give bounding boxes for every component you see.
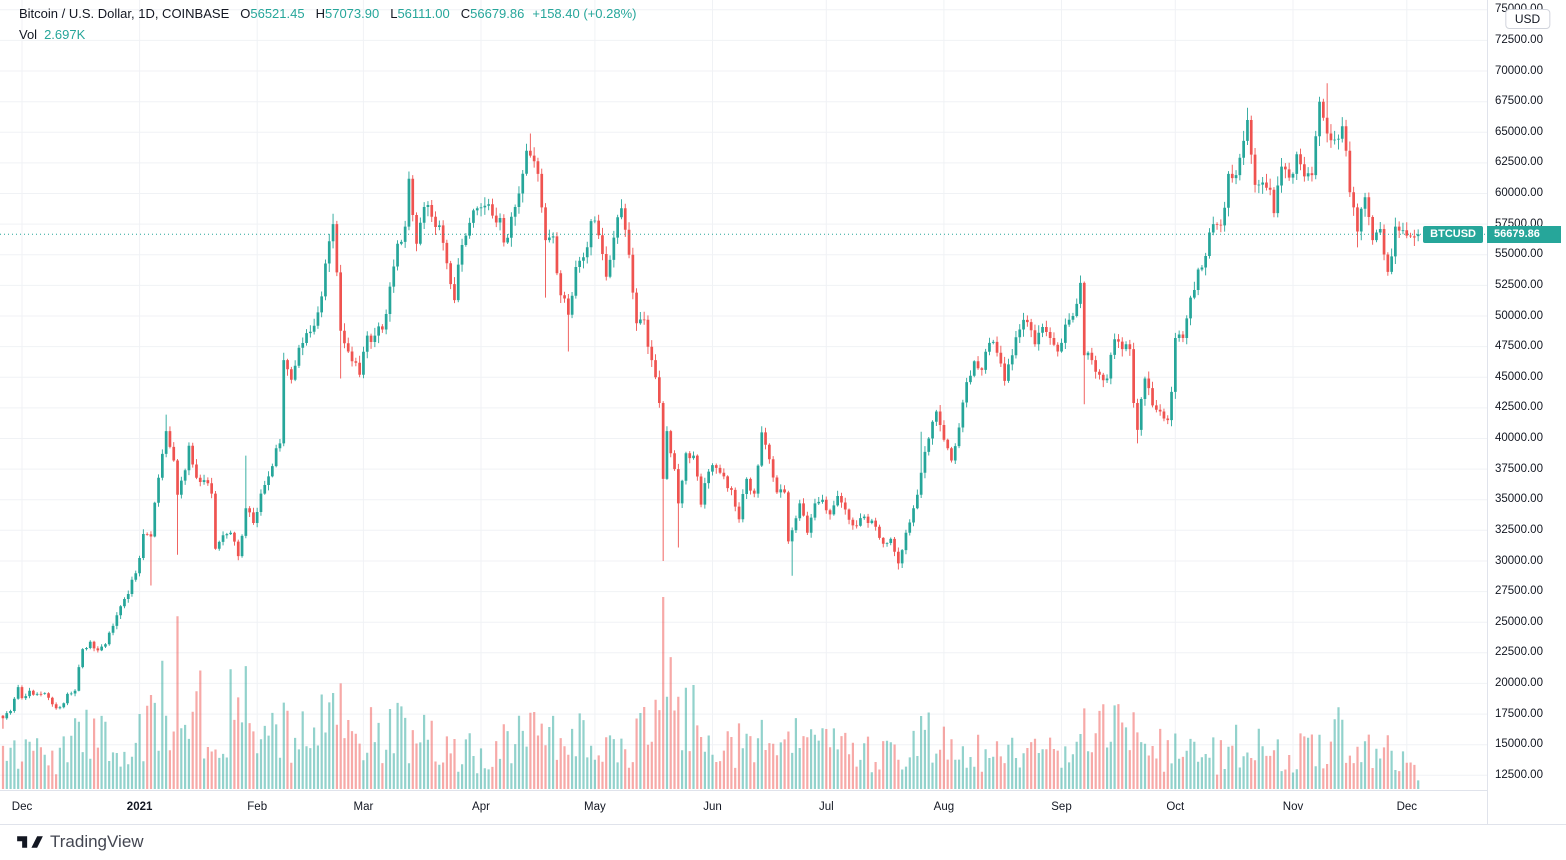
down-candle-bodies xyxy=(1,101,1416,719)
price-tick-label: 42500.00 xyxy=(1495,401,1543,414)
price-tick-label: 12500.00 xyxy=(1495,768,1543,781)
volume-series xyxy=(1,597,1420,789)
legend-ohlc-row: Bitcoin / U.S. Dollar, 1D, COINBASE O5652… xyxy=(19,6,636,22)
candlestick-chart xyxy=(0,0,1487,790)
time-tick-label: Sep xyxy=(1051,801,1072,813)
price-tick-label: 30000.00 xyxy=(1495,554,1543,567)
price-tick-label: 22500.00 xyxy=(1495,646,1543,659)
time-tick-label: May xyxy=(584,801,606,813)
time-tick-label: Aug xyxy=(933,801,955,813)
price-tick-label: 37500.00 xyxy=(1495,462,1543,475)
tradingview-logo-text: TradingView xyxy=(50,832,144,851)
change-value: +158.40 (+0.28%) xyxy=(532,6,637,21)
price-tick-label: 72500.00 xyxy=(1495,33,1543,46)
time-tick-label: Nov xyxy=(1282,801,1304,813)
time-tick-label: 2021 xyxy=(126,801,153,813)
chart-legend[interactable]: Bitcoin / U.S. Dollar, 1D, COINBASE O5652… xyxy=(19,6,636,43)
price-tick-label: 40000.00 xyxy=(1495,432,1543,444)
volume-up-bars xyxy=(5,660,1420,789)
last-price-symbol-badge: BTCUSD xyxy=(1423,225,1483,243)
down-candle-wicks xyxy=(2,83,1415,729)
open-value: 56521.45 xyxy=(250,6,305,21)
price-tick-label: 17500.00 xyxy=(1495,707,1543,720)
price-tick-label: 32500.00 xyxy=(1495,523,1543,536)
price-tick-label: 62500.00 xyxy=(1495,156,1543,169)
symbol-title: Bitcoin / U.S. Dollar, 1D, COINBASE xyxy=(19,6,230,21)
footer: TradingView xyxy=(0,824,1566,860)
time-tick-label: Jul xyxy=(818,801,834,813)
time-tick-label: Apr xyxy=(472,801,490,813)
close-value: 56679.86 xyxy=(470,6,525,21)
price-tick-label: 47500.00 xyxy=(1495,340,1543,353)
time-tick-label: Oct xyxy=(1166,801,1185,813)
price-tick-label: 15000.00 xyxy=(1495,738,1543,751)
high-label: H xyxy=(315,6,325,21)
close-label: C xyxy=(460,6,471,21)
time-tick-label: Feb xyxy=(247,801,268,813)
grid-layer xyxy=(0,0,1487,790)
price-tick-label: 67500.00 xyxy=(1495,95,1543,108)
time-tick-label: Mar xyxy=(353,801,374,813)
price-tick-label: 70000.00 xyxy=(1495,64,1543,77)
open-label: O xyxy=(240,6,251,21)
last-price-label: 56679.86 xyxy=(1487,225,1561,243)
tradingview-logo[interactable]: TradingView xyxy=(17,832,144,852)
price-tick-label: 35000.00 xyxy=(1495,493,1543,506)
price-tick-label: 65000.00 xyxy=(1495,125,1543,138)
price-tick-label: 55000.00 xyxy=(1495,248,1543,261)
low-value: 56111.00 xyxy=(397,6,450,21)
price-tick-label: 20000.00 xyxy=(1495,676,1543,689)
volume-label: Vol xyxy=(19,27,38,42)
price-tick-label: 52500.00 xyxy=(1495,278,1543,291)
price-tick-label: 45000.00 xyxy=(1495,370,1543,383)
chart-pane[interactable]: BTCUSD xyxy=(0,0,1487,790)
legend-volume-row: Vol 2.697K xyxy=(19,27,636,43)
price-tick-label: 50000.00 xyxy=(1495,309,1543,322)
price-tick-label: 27500.00 xyxy=(1495,585,1543,598)
price-tick-label: 60000.00 xyxy=(1495,187,1543,199)
candlestick-series xyxy=(1,83,1420,729)
time-tick-label: Dec xyxy=(1396,801,1418,813)
tradingview-logo-icon xyxy=(17,836,43,848)
high-value: 57073.90 xyxy=(324,6,380,21)
price-axis[interactable]: USD 56679.86 75000.0072500.0070000.00675… xyxy=(1487,0,1566,824)
time-tick-label: Jun xyxy=(703,801,722,813)
low-label: L xyxy=(390,6,398,21)
volume-value: 2.697K xyxy=(44,27,86,42)
currency-toggle-button[interactable]: USD xyxy=(1504,9,1551,29)
time-axis[interactable]: Dec 2021 Feb Mar Apr May Jun Jul Aug Sep Oct Nov Dec xyxy=(0,790,1566,825)
price-tick-label: 25000.00 xyxy=(1495,615,1543,628)
time-tick-label: Dec xyxy=(11,801,33,813)
volume-down-bars xyxy=(1,597,1416,789)
